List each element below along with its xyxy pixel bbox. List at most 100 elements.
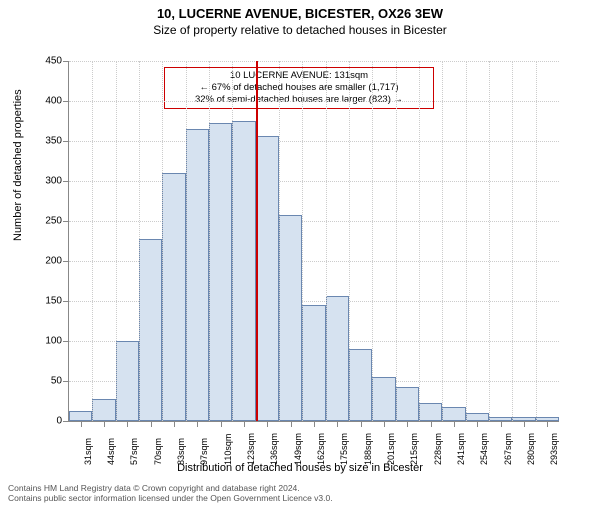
x-tick: [431, 421, 432, 427]
x-tick-label: 162sqm: [316, 433, 326, 465]
histogram-bar: [232, 121, 255, 421]
gridline-v: [326, 61, 327, 421]
x-tick-label: 280sqm: [526, 433, 536, 465]
annotation-line3: 32% of semi-detached houses are larger (…: [169, 94, 429, 106]
histogram-bar: [69, 411, 92, 421]
x-tick-label: 267sqm: [503, 433, 513, 465]
x-tick-label: 97sqm: [199, 438, 209, 465]
x-tick: [104, 421, 105, 427]
x-tick-label: 241sqm: [456, 433, 466, 465]
y-tick-label: 50: [22, 376, 62, 387]
y-tick-label: 350: [22, 136, 62, 147]
histogram-bar: [396, 387, 419, 421]
x-tick: [524, 421, 525, 427]
histogram-bar: [256, 136, 279, 421]
histogram-bar: [302, 305, 325, 421]
y-tick: [63, 301, 69, 302]
x-tick: [384, 421, 385, 427]
gridline-v: [489, 61, 490, 421]
y-tick-label: 400: [22, 96, 62, 107]
y-tick-label: 300: [22, 176, 62, 187]
histogram-bar: [162, 173, 185, 421]
y-tick-label: 200: [22, 256, 62, 267]
x-tick: [477, 421, 478, 427]
x-tick-label: 254sqm: [479, 433, 489, 465]
y-tick-label: 150: [22, 296, 62, 307]
histogram-bar: [92, 399, 115, 421]
y-tick: [63, 221, 69, 222]
x-tick: [197, 421, 198, 427]
annotation-line2: ← 67% of detached houses are smaller (1,…: [169, 82, 429, 94]
y-tick: [63, 61, 69, 62]
x-tick-label: 149sqm: [293, 433, 303, 465]
histogram-bar: [349, 349, 372, 421]
gridline-h: [69, 101, 559, 102]
annotation-box: 10 LUCERNE AVENUE: 131sqm ← 67% of detac…: [164, 67, 434, 109]
x-tick: [337, 421, 338, 427]
y-tick-label: 450: [22, 56, 62, 67]
gridline-v: [466, 61, 467, 421]
histogram-bar: [419, 403, 442, 421]
y-tick: [63, 341, 69, 342]
y-tick-label: 250: [22, 216, 62, 227]
y-tick: [63, 381, 69, 382]
gridline-v: [302, 61, 303, 421]
y-tick: [63, 421, 69, 422]
x-tick: [244, 421, 245, 427]
gridline-v: [512, 61, 513, 421]
y-tick: [63, 181, 69, 182]
histogram-bar: [372, 377, 395, 421]
footer-line1: Contains HM Land Registry data © Crown c…: [8, 483, 592, 493]
x-tick-label: 136sqm: [269, 433, 279, 465]
x-tick-label: 293sqm: [549, 433, 559, 465]
gridline-v: [536, 61, 537, 421]
footer-line2: Contains public sector information licen…: [8, 493, 592, 503]
x-tick-label: 215sqm: [409, 433, 419, 465]
x-tick: [81, 421, 82, 427]
x-tick: [151, 421, 152, 427]
x-tick-label: 228sqm: [433, 433, 443, 465]
x-tick: [221, 421, 222, 427]
gridline-v: [186, 61, 187, 421]
gridline-h: [69, 221, 559, 222]
gridline-v: [209, 61, 210, 421]
gridline-v: [162, 61, 163, 421]
x-tick-label: 110sqm: [223, 434, 233, 465]
x-tick-label: 123sqm: [246, 433, 256, 465]
gridline-h: [69, 61, 559, 62]
x-tick-label: 57sqm: [129, 438, 139, 465]
histogram-bar: [326, 296, 349, 421]
x-tick: [547, 421, 548, 427]
y-tick: [63, 101, 69, 102]
x-tick-label: 44sqm: [106, 438, 116, 465]
x-tick-label: 188sqm: [363, 433, 373, 465]
gridline-h: [69, 141, 559, 142]
x-tick: [291, 421, 292, 427]
x-tick-label: 201sqm: [386, 433, 396, 465]
y-tick: [63, 141, 69, 142]
gridline-v: [396, 61, 397, 421]
x-tick: [407, 421, 408, 427]
gridline-v: [442, 61, 443, 421]
gridline-v: [92, 61, 93, 421]
x-tick: [314, 421, 315, 427]
gridline-v: [116, 61, 117, 421]
gridline-v: [419, 61, 420, 421]
chart-plot-area: 10 LUCERNE AVENUE: 131sqm ← 67% of detac…: [68, 61, 559, 422]
histogram-bar: [442, 407, 465, 421]
x-tick-label: 175sqm: [339, 433, 349, 465]
chart-title-line2: Size of property relative to detached ho…: [0, 23, 600, 37]
gridline-v: [349, 61, 350, 421]
x-tick-label: 70sqm: [153, 438, 163, 465]
gridline-v: [232, 61, 233, 421]
histogram-bar: [139, 239, 162, 421]
gridline-v: [372, 61, 373, 421]
x-tick: [501, 421, 502, 427]
histogram-bar: [466, 413, 489, 421]
x-tick: [267, 421, 268, 427]
x-tick-label: 31sqm: [83, 438, 93, 465]
histogram-bar: [279, 215, 302, 421]
chart-title-line1: 10, LUCERNE AVENUE, BICESTER, OX26 3EW: [0, 6, 600, 21]
x-tick: [174, 421, 175, 427]
y-tick-label: 0: [22, 416, 62, 427]
